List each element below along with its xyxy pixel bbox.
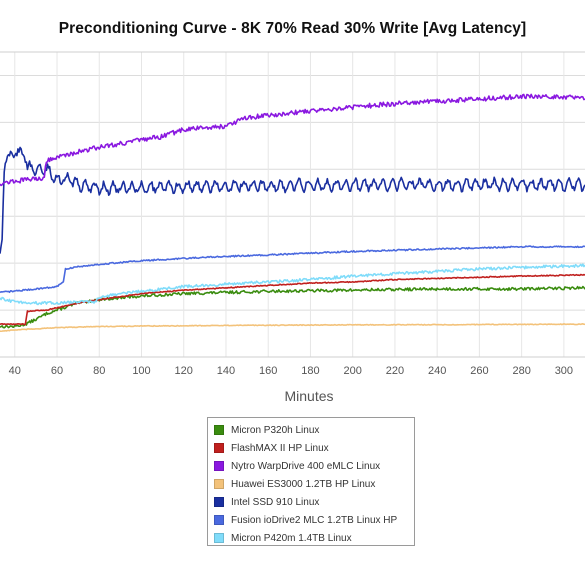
- x-tick-label: 180: [301, 365, 319, 377]
- x-tick-label: 300: [555, 365, 573, 377]
- x-tick-label: 100: [132, 365, 150, 377]
- series-line: [0, 245, 585, 294]
- series-line: [0, 285, 585, 329]
- legend-label: Huawei ES3000 1.2TB HP Linux: [231, 478, 376, 490]
- x-tick-label: 200: [344, 365, 362, 377]
- legend-item[interactable]: FlashMAX II HP Linux: [208, 439, 414, 457]
- legend-swatch: [214, 443, 224, 453]
- legend-item[interactable]: Huawei ES3000 1.2TB HP Linux: [208, 475, 414, 493]
- x-tick-label: 160: [259, 365, 277, 377]
- x-tick-label: 280: [512, 365, 530, 377]
- series-line: [0, 323, 585, 333]
- legend-label: Micron P420m 1.4TB Linux: [231, 532, 352, 544]
- legend-item[interactable]: Intel SSD 910 Linux: [208, 493, 414, 511]
- legend-label: Micron P320h Linux: [231, 424, 320, 436]
- legend-item[interactable]: Micron P420m 1.4TB Linux: [208, 529, 414, 547]
- legend: Micron P320h Linux FlashMAX II HP Linux Ny…: [207, 417, 415, 546]
- x-tick-label: 220: [386, 365, 404, 377]
- series-line: [0, 263, 585, 306]
- legend-item[interactable]: Micron P320h Linux: [208, 421, 414, 439]
- series-line: [0, 93, 585, 187]
- chart-title: Preconditioning Curve - 8K 70% Read 30% …: [58, 20, 527, 37]
- series-line: [0, 273, 585, 326]
- x-tick-label: 260: [470, 365, 488, 377]
- series-line: [0, 146, 585, 254]
- legend-label: Nytro WarpDrive 400 eMLC Linux: [231, 460, 381, 472]
- legend-label: FlashMAX II HP Linux: [231, 442, 329, 454]
- legend-swatch: [214, 479, 224, 489]
- x-tick-label: 140: [217, 365, 235, 377]
- legend-item[interactable]: Nytro WarpDrive 400 eMLC Linux: [208, 457, 414, 475]
- legend-swatch: [214, 533, 224, 543]
- legend-swatch: [214, 461, 224, 471]
- x-tick-label: 40: [9, 365, 21, 377]
- series-layer: [0, 93, 585, 333]
- x-tick-label: 120: [175, 365, 193, 377]
- x-axis-title: Minutes: [284, 388, 333, 404]
- legend-item[interactable]: Fusion ioDrive2 MLC 1.2TB Linux HP: [208, 511, 414, 529]
- x-tick-label: 60: [51, 365, 63, 377]
- x-axis: 40 60 80 100 120 140 160 180 200 220 240 260 280 300: [9, 365, 573, 377]
- legend-label: Fusion ioDrive2 MLC 1.2TB Linux HP: [231, 514, 398, 526]
- legend-swatch: [214, 515, 224, 525]
- legend-label: Intel SSD 910 Linux: [231, 496, 320, 508]
- x-tick-label: 240: [428, 365, 446, 377]
- grid: [0, 51, 585, 358]
- legend-swatch: [214, 425, 224, 435]
- legend-swatch: [214, 497, 224, 507]
- x-tick-label: 80: [93, 365, 105, 377]
